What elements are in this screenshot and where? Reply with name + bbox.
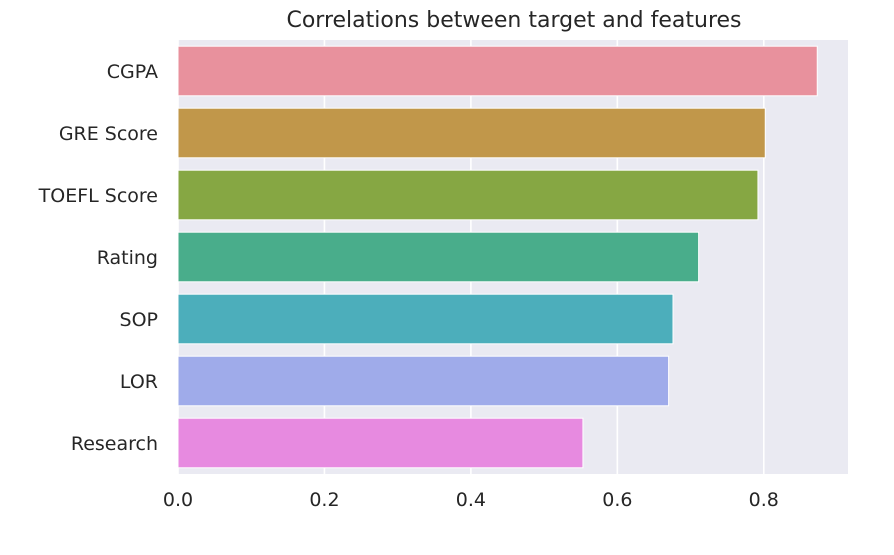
y-category-label: LOR	[120, 371, 158, 393]
bar	[177, 107, 766, 159]
bar	[177, 293, 674, 345]
x-tick-label: 0.4	[456, 489, 486, 511]
bar	[177, 355, 670, 407]
y-category-label: TOEFL Score	[38, 185, 158, 207]
x-tick-label: 0.8	[749, 489, 779, 511]
y-category-label: CGPA	[107, 61, 158, 83]
y-category-label: SOP	[120, 309, 158, 331]
chart-title: Correlations between target and features	[286, 8, 741, 33]
bar	[177, 231, 700, 283]
x-tick-label: 0.2	[309, 489, 339, 511]
bars	[177, 45, 818, 469]
bar	[177, 417, 584, 469]
y-category-label: GRE Score	[59, 123, 158, 145]
x-tick-label: 0.0	[163, 489, 193, 511]
x-axis-ticks: 0.0 0.2 0.4 0.6 0.8	[163, 489, 779, 511]
bar	[177, 45, 818, 97]
y-category-label: Research	[71, 433, 158, 455]
x-tick-label: 0.6	[602, 489, 632, 511]
y-category-label: Rating	[97, 247, 158, 269]
bar	[177, 169, 759, 221]
y-axis-labels: CGPA GRE Score TOEFL Score Rating SOP LOR Rese…	[38, 61, 158, 455]
